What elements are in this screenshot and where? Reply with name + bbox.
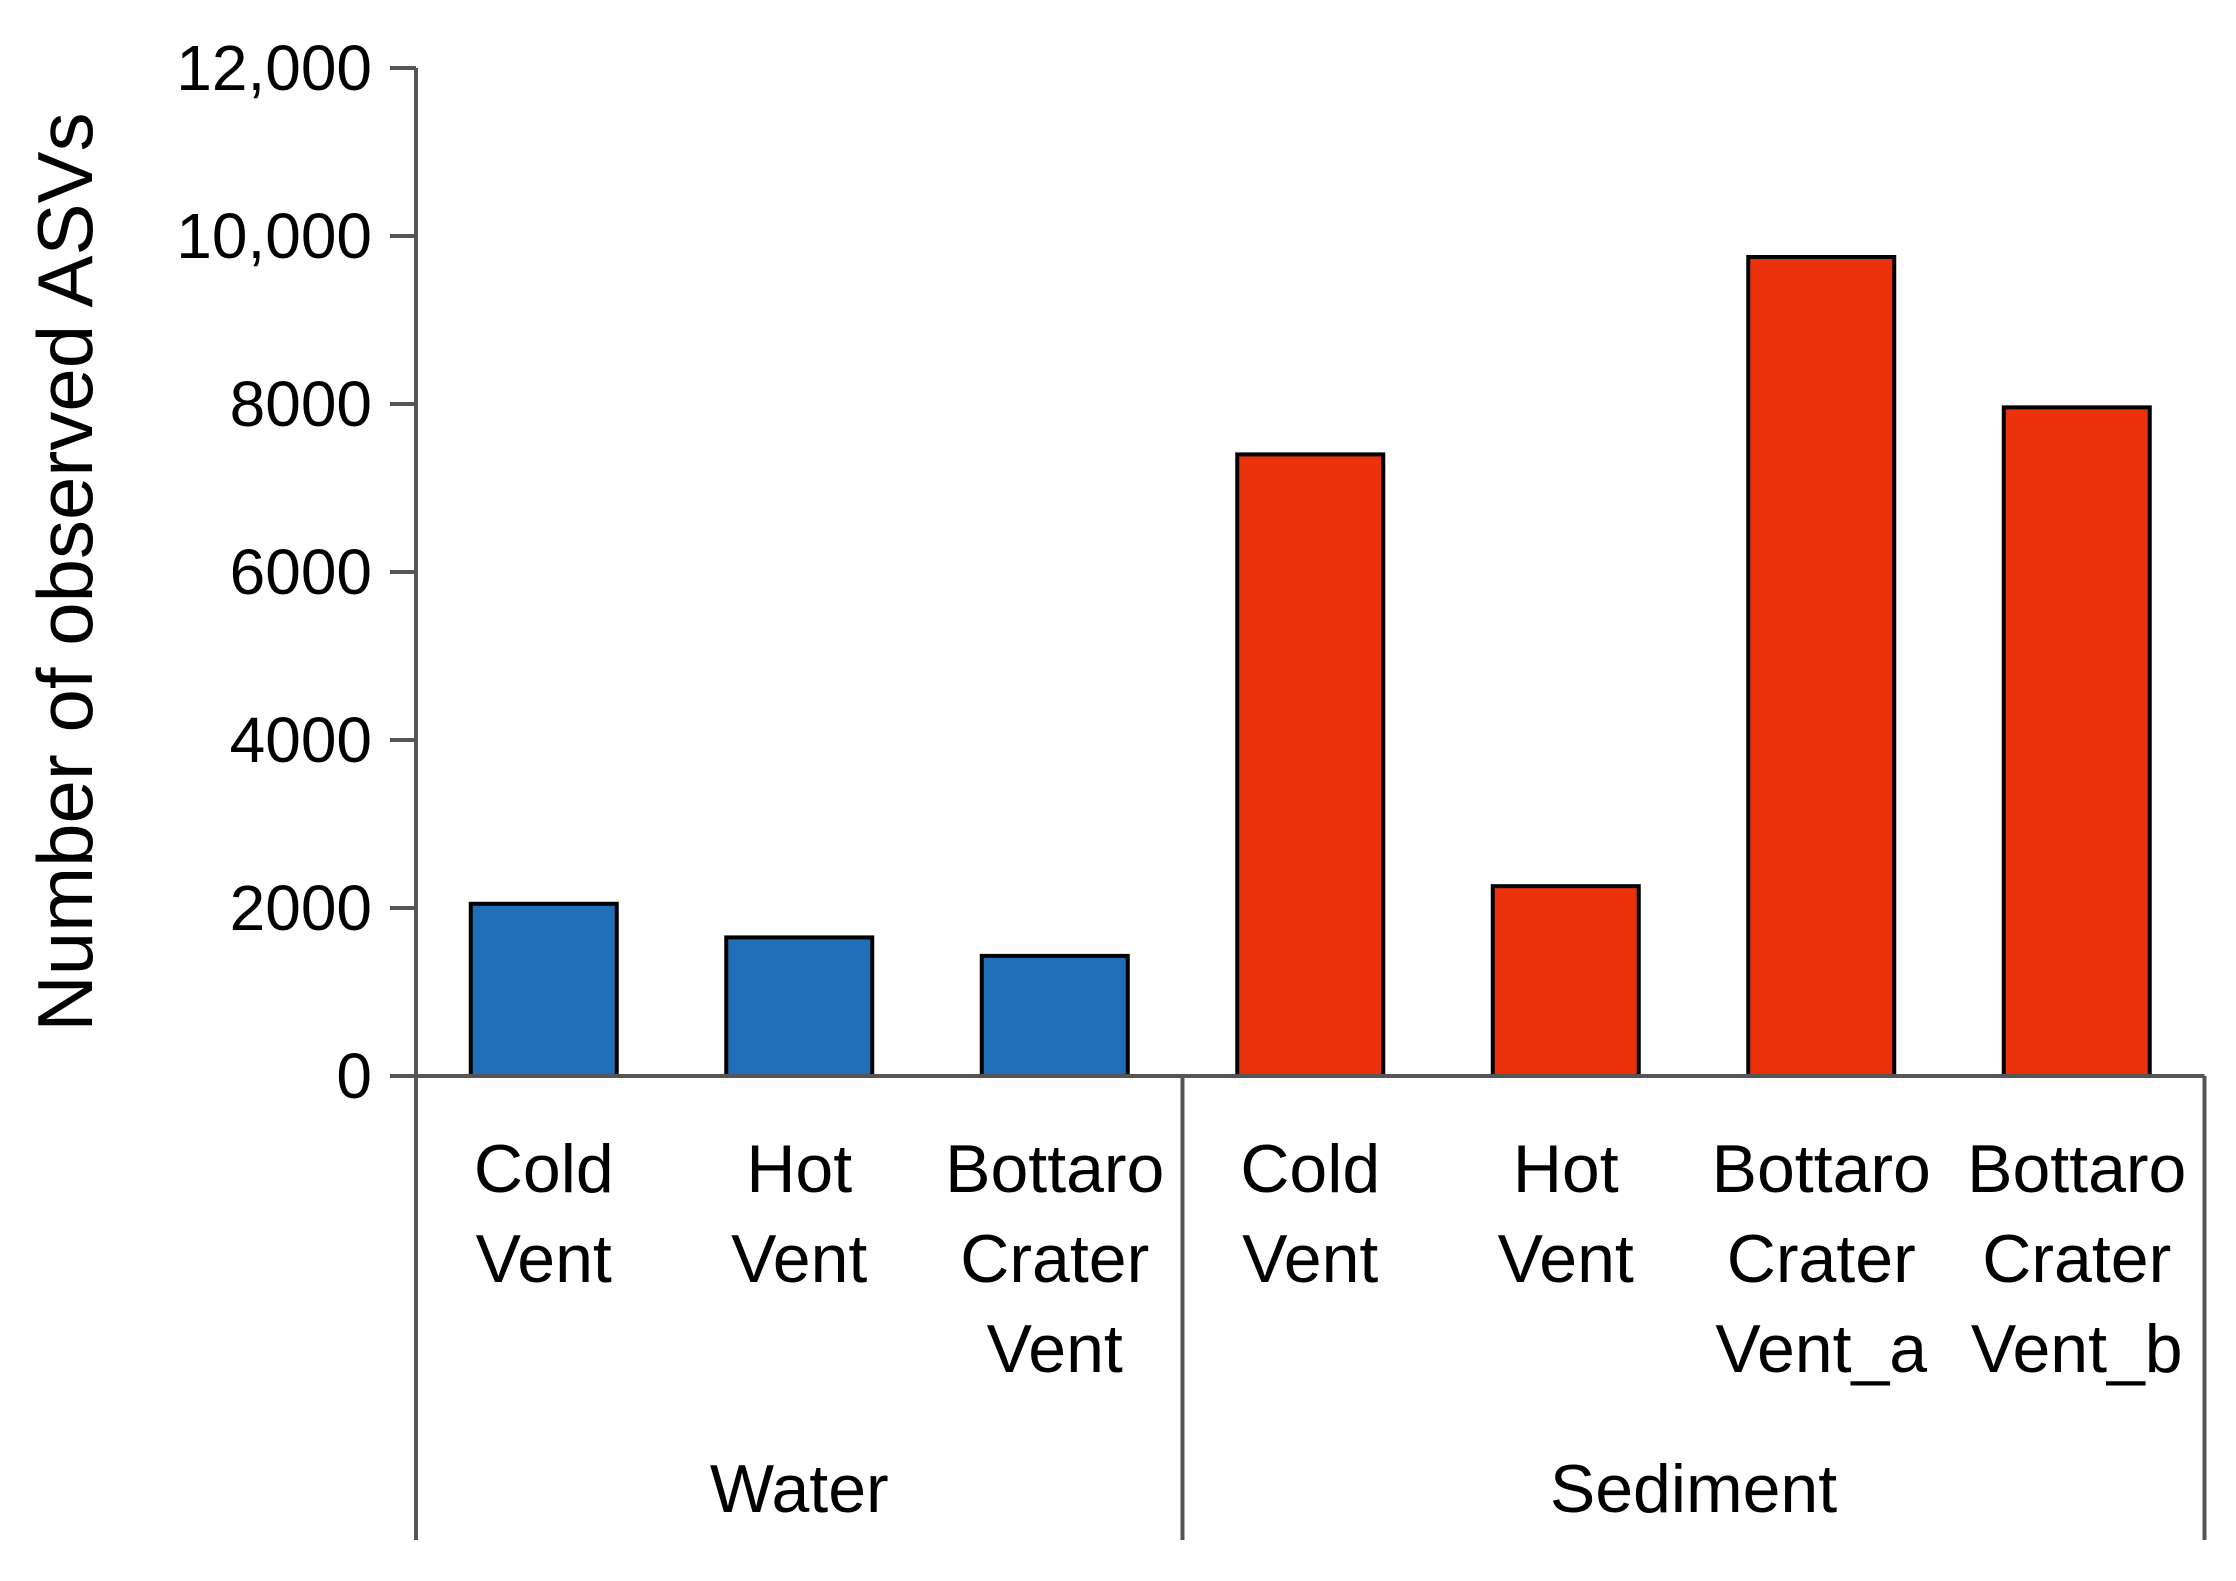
y-tick-label: 12,000 <box>176 32 372 104</box>
bar <box>468 901 619 1078</box>
x-group-label: Water <box>710 1451 889 1527</box>
bar <box>1746 255 1897 1078</box>
y-tick-label: 0 <box>336 1040 372 1112</box>
y-tick-label: 8000 <box>230 368 372 440</box>
x-category-label-line: Bottaro <box>1712 1131 1931 1207</box>
x-category-label-line: Bottaro <box>1967 1131 2186 1207</box>
y-tick-label: 6000 <box>230 536 372 608</box>
y-axis-title: Number of observed ASVs <box>21 112 109 1031</box>
x-category-label-line: Bottaro <box>945 1131 1164 1207</box>
bar <box>979 953 1130 1079</box>
bar <box>724 935 875 1079</box>
x-category-label: Bottaro Crater Vent_b <box>1967 1131 2186 1387</box>
x-category-label-line: Vent_a <box>1715 1311 1927 1387</box>
x-category-label-line: Vent <box>731 1221 867 1297</box>
x-category-label-line: Cold <box>474 1131 614 1207</box>
x-category-label-line: Hot <box>1513 1131 1619 1207</box>
x-category-label: Cold Vent <box>474 1131 614 1297</box>
bar <box>1235 452 1386 1078</box>
x-category-label: Hot Vent <box>731 1131 867 1297</box>
y-tick-label: 10,000 <box>176 200 372 272</box>
x-axis: Cold Vent Hot Vent Bottaro Crater Vent Cold Vent… <box>390 1074 2207 1540</box>
x-group-label: Sediment <box>1550 1451 1837 1527</box>
x-category-label-line: Vent <box>1242 1221 1378 1297</box>
x-category-label-line: Crater <box>1982 1221 2171 1297</box>
x-category-label: Bottaro Crater Vent <box>945 1131 1164 1387</box>
x-category-label-line: Crater <box>1727 1221 1916 1297</box>
bar <box>1490 884 1641 1078</box>
y-tick-label: 4000 <box>230 704 372 776</box>
x-category-label-line: Crater <box>960 1221 1149 1297</box>
x-category-label: Hot Vent <box>1498 1131 1634 1297</box>
x-category-label-line: Vent <box>476 1221 612 1297</box>
x-category-label-line: Vent <box>987 1311 1123 1387</box>
x-category-label-line: Vent <box>1498 1221 1634 1297</box>
x-category-label: Bottaro Crater Vent_a <box>1712 1131 1931 1387</box>
x-category-label: Cold Vent <box>1240 1131 1380 1297</box>
bars <box>468 255 2152 1079</box>
bar <box>2001 405 2152 1078</box>
x-category-label-line: Cold <box>1240 1131 1380 1207</box>
x-category-label-line: Vent_b <box>1971 1311 2183 1387</box>
x-category-label-line: Hot <box>746 1131 852 1207</box>
y-axis: 0 2000 4000 6000 8000 10,000 12,000 <box>176 32 418 1112</box>
y-tick-label: 2000 <box>230 872 372 944</box>
